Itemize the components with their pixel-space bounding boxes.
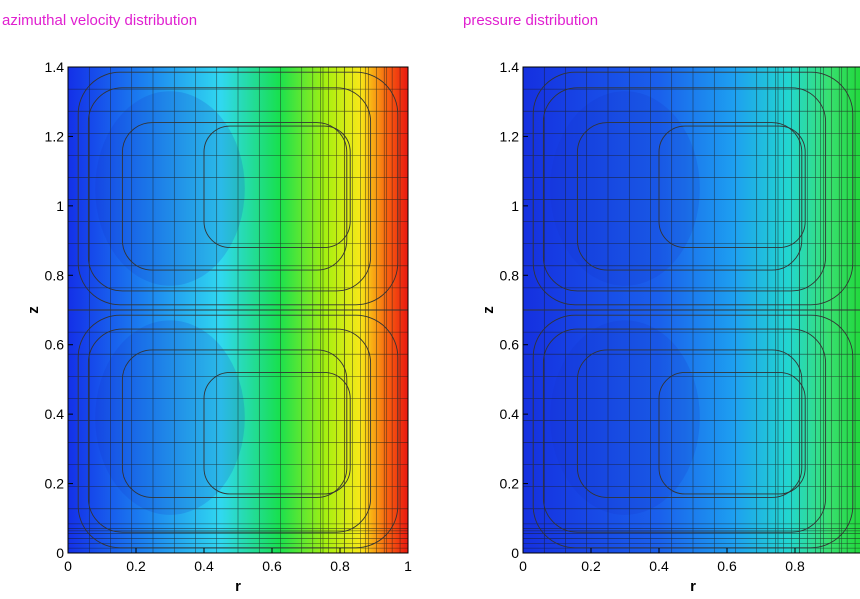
x-axis-label: r xyxy=(235,578,241,595)
streamline xyxy=(87,328,372,533)
y-tick-label: 0.2 xyxy=(500,476,520,492)
y-tick-label: 0.6 xyxy=(45,337,65,353)
y-axis-label: z xyxy=(25,306,42,314)
streamline xyxy=(77,314,399,549)
y-tick-label: 1.2 xyxy=(500,128,520,144)
y-tick-label: 1.4 xyxy=(500,59,520,75)
streamlines xyxy=(68,71,408,549)
x-tick-label: 0 xyxy=(519,558,527,574)
field-shading xyxy=(95,320,245,515)
streamline xyxy=(121,122,348,271)
y-tick-label: 0.4 xyxy=(500,406,520,422)
x-axis-label: r xyxy=(690,578,696,595)
streamline xyxy=(203,125,351,248)
field-shading xyxy=(550,320,700,515)
streamline xyxy=(658,372,806,495)
x-tick-label: 0 xyxy=(64,558,72,574)
streamline xyxy=(576,122,803,271)
streamline xyxy=(87,87,372,292)
streamlines xyxy=(523,71,860,549)
y-tick-label: 1.2 xyxy=(45,128,65,144)
x-tick-label: 0.6 xyxy=(717,558,737,574)
streamline xyxy=(532,314,854,549)
y-tick-label: 0 xyxy=(56,545,64,561)
right-panel-title: pressure distribution xyxy=(463,12,599,29)
y-tick-label: 0.6 xyxy=(500,337,520,353)
x-tick-label: 0.2 xyxy=(581,558,601,574)
y-tick-label: 0.8 xyxy=(45,267,65,283)
x-tick-label: 0.4 xyxy=(194,558,214,574)
streamline xyxy=(658,125,806,248)
plot-frame xyxy=(67,66,409,554)
streamline xyxy=(576,349,803,498)
x-tick-label: 0.8 xyxy=(785,558,805,574)
x-tick-label: 0.6 xyxy=(262,558,282,574)
streamline xyxy=(203,372,351,495)
y-tick-label: 1 xyxy=(56,198,64,214)
field-shading xyxy=(95,91,245,286)
y-tick-label: 0.8 xyxy=(500,267,520,283)
streamline xyxy=(542,87,827,292)
y-tick-label: 1 xyxy=(511,198,519,214)
x-tick-label: 0.8 xyxy=(330,558,350,574)
y-axis-label: z xyxy=(480,306,497,314)
streamline xyxy=(121,349,348,498)
streamline xyxy=(542,328,827,533)
x-tick-label: 1 xyxy=(404,558,412,574)
y-tick-label: 0 xyxy=(511,545,519,561)
y-tick-label: 0.4 xyxy=(45,406,65,422)
x-tick-label: 0.2 xyxy=(126,558,146,574)
streamline xyxy=(77,71,399,306)
field-shading xyxy=(550,91,700,286)
y-tick-label: 0.2 xyxy=(45,476,65,492)
chart-panel-0: 0 0.2 0.4 0.6 0.8 1 0 0.2 0.4 0.6 0.8 1 1.2 1.4 r z xyxy=(25,59,412,595)
plot-frame xyxy=(522,66,860,554)
x-tick-label: 0.4 xyxy=(649,558,669,574)
left-panel-title: azimuthal velocity distribution xyxy=(2,12,198,29)
y-tick-label: 1.4 xyxy=(45,59,65,75)
streamline xyxy=(532,71,854,306)
